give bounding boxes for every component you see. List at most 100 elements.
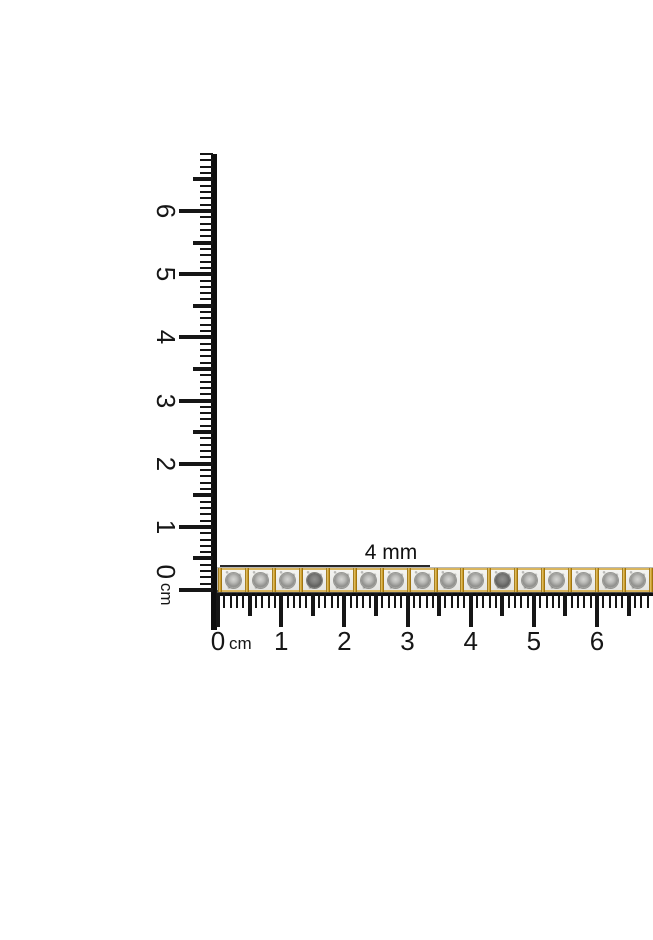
diamond-stone [252, 572, 268, 588]
ruler-tick [526, 590, 529, 608]
width-indicator-line [220, 565, 430, 567]
ruler-tick [494, 590, 497, 608]
bracelet-link [356, 568, 380, 592]
width-label: 4 mm [364, 541, 418, 564]
ruler-tick [200, 418, 213, 421]
ruler-tick [200, 159, 213, 162]
bracelet-link [222, 568, 245, 592]
ruler-tick [412, 590, 415, 608]
ruler-tick [200, 285, 213, 288]
ruler-number: 4 [151, 330, 182, 345]
ruler-tick [193, 556, 213, 561]
diamond-stone [306, 572, 322, 588]
ruler-tick [193, 493, 213, 498]
ruler-tick [200, 153, 213, 156]
ruler-tick [200, 311, 213, 314]
gold-link-bar [352, 568, 357, 592]
ruler-tick [200, 570, 213, 572]
ruler-tick [179, 524, 213, 529]
ruler-tick [200, 342, 213, 345]
ruler-tick [254, 590, 257, 608]
ruler-tick [419, 590, 422, 608]
ruler-number: 0 cm [151, 564, 182, 606]
ruler-tick [500, 590, 505, 616]
ruler-tick [608, 590, 611, 608]
ruler-tick [200, 279, 213, 282]
ruler-tick [179, 588, 213, 592]
ruler-tick [200, 443, 213, 446]
ruler-tick [261, 590, 264, 608]
ruler-tick [633, 590, 636, 608]
ruler-tick [200, 254, 213, 257]
ruler-tick [589, 590, 592, 608]
ruler-tick [531, 590, 536, 627]
ruler-tick [200, 216, 213, 219]
ruler-tick [356, 590, 358, 608]
ruler-tick [310, 590, 315, 616]
ruler-tick [200, 544, 213, 547]
ruler-tick [381, 590, 384, 608]
bracelet-link [599, 568, 623, 592]
ruler-tick [368, 590, 371, 608]
ruler-tick [200, 355, 213, 358]
diamond-stone [225, 572, 241, 588]
ruler-tick [200, 349, 213, 351]
ruler-tick [200, 576, 213, 579]
ruler-tick [570, 590, 573, 608]
ruler-tick [349, 590, 352, 608]
ruler-tick [200, 298, 213, 301]
ruler-tick [405, 590, 410, 627]
ruler-tick [200, 437, 213, 440]
ruler-number: 5 [526, 626, 542, 656]
ruler-tick [520, 590, 523, 608]
ruler-tick [200, 393, 213, 396]
gold-link-bar [218, 568, 222, 592]
bracelet-link [491, 568, 515, 592]
ruler-tick [193, 177, 213, 182]
ruler-tick [200, 519, 213, 522]
ruler-number: 4 [463, 626, 478, 656]
ruler-tick [200, 563, 213, 566]
ruler-number: 1 [273, 626, 289, 656]
diamond-stone [279, 572, 295, 588]
ruler-tick [200, 222, 213, 225]
gold-link-bar [271, 568, 276, 592]
bracelet-link [329, 568, 353, 592]
ruler-tick [305, 590, 308, 608]
bracelet-link [464, 568, 488, 592]
ruler-tick [299, 590, 302, 608]
gold-link-bar [568, 568, 573, 592]
ruler-number: 6 [589, 626, 605, 656]
ruler-tick [193, 303, 213, 308]
ruler-tick [200, 456, 213, 459]
gold-link-bar [622, 568, 627, 592]
gold-link-bar [514, 568, 519, 592]
ruler-tick [200, 260, 213, 263]
gold-link-bar [649, 568, 653, 592]
gold-link-bar [460, 568, 465, 592]
ruler-unit-label: cm [229, 634, 252, 653]
ruler-tick [193, 366, 213, 371]
ruler-tick [200, 191, 213, 193]
ruler-tick [621, 590, 624, 608]
ruler-tick [292, 590, 295, 608]
diamond-stone [414, 572, 430, 588]
ruler-tick [223, 590, 226, 608]
ruler-tick [200, 266, 213, 269]
gold-link-bar [325, 568, 330, 592]
ruler-tick [545, 590, 548, 608]
bracelet-link [545, 568, 569, 592]
ruler-tick [463, 590, 466, 608]
bracelet-link [410, 568, 434, 592]
ruler-tick [200, 500, 213, 503]
ruler-tick [200, 197, 213, 200]
ruler-tick [387, 590, 390, 608]
ruler-tick [646, 590, 649, 608]
ruler-tick [488, 590, 491, 608]
ruler-number: 3 [400, 626, 415, 656]
ruler-tick [229, 590, 232, 608]
ruler-tick [200, 538, 213, 541]
ruler-tick [640, 590, 643, 608]
ruler-tick [200, 247, 213, 250]
